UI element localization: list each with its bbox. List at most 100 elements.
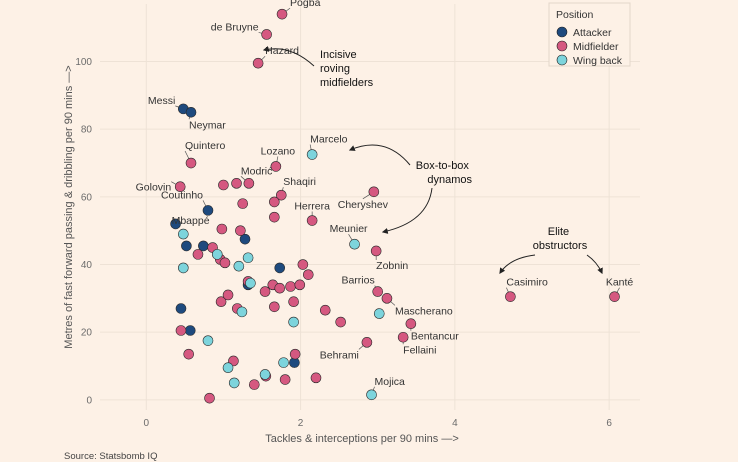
legend-attacker-marker: [556, 26, 568, 38]
point-midfielder: [237, 198, 249, 209]
point-label: de Bruyne: [211, 21, 259, 33]
point-attacker: [239, 233, 251, 245]
point-label: Messi: [148, 95, 175, 107]
point-label: Behrami: [320, 349, 359, 361]
point-label: Bentancur: [411, 331, 459, 343]
point-wing-back: [178, 228, 189, 240]
point-midfielder: [216, 223, 228, 235]
point-midfielder: [243, 178, 255, 189]
point-label: Modrić: [241, 165, 273, 177]
point-wing-back: [242, 252, 254, 264]
point-label: Casimiro: [506, 277, 548, 289]
point-attacker: [181, 240, 192, 252]
point-label: Hazard: [265, 45, 299, 57]
y-tick-label: 60: [81, 192, 93, 203]
arrow-box-to-box-lower: [381, 187, 433, 234]
y-tick-label: 20: [81, 328, 93, 339]
point-label: Kanté: [606, 277, 634, 289]
point-wing-back: [288, 316, 299, 328]
x-tick-label: 4: [452, 418, 458, 429]
y-tick-label: 0: [86, 395, 92, 406]
annotation-box-to-box-line-2: dynamos: [427, 174, 472, 186]
point-wing-back: [366, 389, 377, 401]
point-midfielder: [185, 157, 197, 169]
y-tick-label: 40: [81, 260, 93, 271]
point-midfielder: [361, 337, 373, 348]
point-attacker: [198, 240, 209, 252]
point-midfielder: [310, 372, 322, 384]
point-midfielder: [368, 186, 380, 198]
point-wing-back: [236, 306, 248, 318]
point-midfielder: [192, 249, 204, 260]
annotation-box-to-box-line-1: Box-to-box: [416, 160, 470, 172]
point-label: Cheryshev: [338, 199, 389, 211]
point-midfielder: [259, 286, 271, 297]
point-midfielder: [381, 293, 393, 304]
point-midfielder: [370, 245, 382, 257]
point-midfielder: [218, 179, 229, 191]
point-label: Fellaini: [403, 344, 436, 356]
y-tick-label: 80: [81, 125, 93, 136]
annotation-incisive-line-1: Incisive: [320, 49, 357, 61]
point-midfielder: [505, 291, 516, 302]
legend-wing-back-marker: [556, 54, 568, 66]
legend-midfielder-marker: [556, 40, 568, 52]
annotation-arrows: [262, 45, 603, 275]
point-midfielder: [175, 325, 187, 336]
point-label: Mbappé: [172, 215, 210, 227]
arrow-box-to-box-upper: [348, 144, 411, 166]
legend-midfielder-label: Midfielder: [573, 41, 619, 53]
point-wing-back: [245, 277, 256, 289]
point-label: Marcelo: [310, 134, 348, 146]
point-wing-back: [233, 260, 245, 272]
point-midfielder: [274, 282, 286, 294]
arrow-elite-right: [586, 254, 603, 275]
source-note: Source: Statsbomb IQ: [64, 451, 157, 462]
point-midfielder: [219, 257, 231, 269]
annotation-elite-line-2: obstructors: [533, 240, 588, 252]
point-midfielder: [270, 161, 282, 172]
point-midfielder: [174, 181, 186, 192]
point-midfielder: [289, 348, 301, 360]
point-labels: Messi Neymar Coutinho Mbappé Pogba de Bruyne H…: [136, 0, 634, 388]
point-midfielder: [231, 178, 242, 189]
point-midfielder: [235, 225, 246, 236]
point-label: Coutinho: [161, 189, 203, 201]
point-attacker: [170, 218, 181, 230]
y-tick-label: 100: [75, 57, 92, 68]
point-midfielder: [405, 318, 417, 330]
point-label: Shaqiri: [283, 176, 316, 188]
point-midfielder: [285, 281, 296, 292]
x-axis-label: Tackles & interceptions per 90 mins —>: [265, 433, 459, 445]
point-midfielder: [288, 296, 299, 308]
point-label: Barrios: [341, 275, 374, 287]
point-label: Pogba: [290, 0, 321, 9]
point-midfielder: [269, 211, 280, 223]
annotation-incisive-line-3: midfielders: [320, 77, 374, 89]
annotation-incisive-line-2: roving: [320, 63, 350, 75]
point-wing-back: [278, 357, 289, 368]
legend-wing-back-label: Wing back: [573, 55, 623, 67]
annotation-elite: Elite obstructors: [533, 226, 588, 252]
point-midfielder: [319, 304, 331, 316]
legend-attacker-label: Attacker: [573, 27, 612, 39]
point-label: Quintero: [185, 140, 225, 152]
point-midfielder: [261, 29, 272, 40]
point-midfielder: [183, 348, 195, 360]
point-midfielder: [297, 259, 309, 270]
point-midfielder: [294, 279, 306, 291]
point-wing-back: [373, 308, 385, 319]
data-points: [170, 8, 620, 404]
point-label: Golovin: [136, 182, 172, 194]
x-tick-label: 0: [144, 418, 150, 429]
point-midfielder: [609, 291, 620, 302]
arrow-elite-left: [499, 254, 536, 274]
point-label: Mascherano: [395, 305, 453, 317]
point-midfielder: [222, 289, 234, 301]
y-axis-label: Metres of fast forward passing & dribbli…: [63, 65, 75, 348]
point-label: Neymar: [189, 119, 226, 131]
point-attacker: [274, 262, 286, 274]
x-tick-label: 2: [298, 418, 304, 429]
point-midfielder: [269, 301, 280, 313]
